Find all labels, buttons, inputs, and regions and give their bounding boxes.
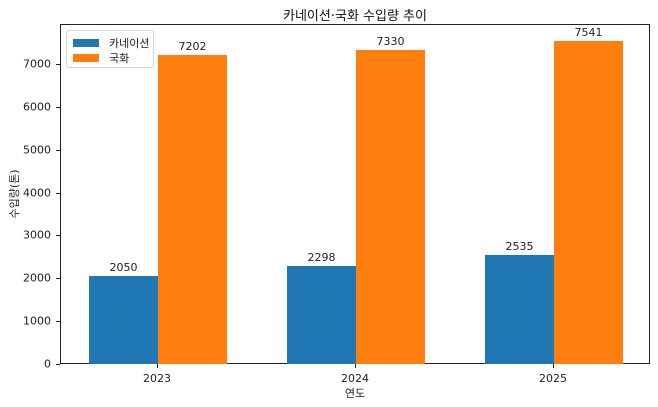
- legend-swatch-chrysanthemum: [73, 54, 99, 62]
- y-tick-mark: [56, 364, 60, 365]
- y-tick-label: 4000: [23, 186, 51, 200]
- legend-item-carnation: 카네이션: [73, 36, 149, 50]
- y-tick-label: 1000: [23, 314, 51, 328]
- bar-value-label: 2298: [307, 250, 336, 264]
- bar-carnation-2024: [287, 265, 356, 364]
- legend: 카네이션 국화: [66, 30, 154, 68]
- chart-title: 카네이션·국화 수입량 추이: [283, 9, 427, 24]
- x-tick-mark: [157, 364, 158, 368]
- y-tick-label: 2000: [23, 271, 51, 285]
- y-tick-label: 0: [44, 357, 51, 371]
- y-tick-label: 6000: [23, 100, 51, 114]
- bar-value-label: 2535: [505, 240, 534, 254]
- legend-label-chrysanthemum: 국화: [109, 52, 130, 65]
- y-axis-label: 수입량(톤): [8, 169, 21, 219]
- bar-value-label: 7541: [574, 25, 603, 39]
- x-tick-label: 2023: [143, 372, 171, 385]
- legend-label-carnation: 카네이션: [109, 37, 150, 50]
- y-tick-mark: [56, 106, 60, 108]
- y-tick-mark: [56, 64, 60, 65]
- bar-value-label: 2050: [109, 261, 138, 275]
- y-tick-mark: [56, 278, 60, 280]
- x-tick-mark: [553, 364, 554, 368]
- bar-carnation-2023: [89, 276, 158, 364]
- bar-value-label: 7202: [178, 40, 207, 54]
- plot-area: 2050 2298 2535 7202 7330 7541: [60, 24, 650, 364]
- y-tick-label: 3000: [23, 228, 51, 242]
- x-axis-label: 연도: [344, 387, 366, 400]
- y-tick-mark: [56, 235, 60, 237]
- y-tick-label: 7000: [23, 57, 51, 71]
- legend-swatch-carnation: [73, 39, 99, 47]
- bar-value-label: 7330: [376, 34, 405, 48]
- bar-chrysanthemum-2023: [158, 55, 227, 364]
- x-tick-label: 2025: [539, 372, 567, 385]
- bar-chrysanthemum-2024: [356, 49, 425, 364]
- bar-carnation-2025: [485, 255, 554, 364]
- bar-chrysanthemum-2025: [554, 40, 623, 364]
- y-tick-label: 5000: [23, 143, 51, 157]
- x-tick-label: 2024: [341, 372, 369, 385]
- legend-item-chrysanthemum: 국화: [73, 51, 129, 65]
- y-tick-mark: [56, 149, 60, 151]
- y-tick-mark: [56, 321, 60, 323]
- x-tick-mark: [355, 364, 356, 368]
- y-tick-mark: [56, 192, 60, 194]
